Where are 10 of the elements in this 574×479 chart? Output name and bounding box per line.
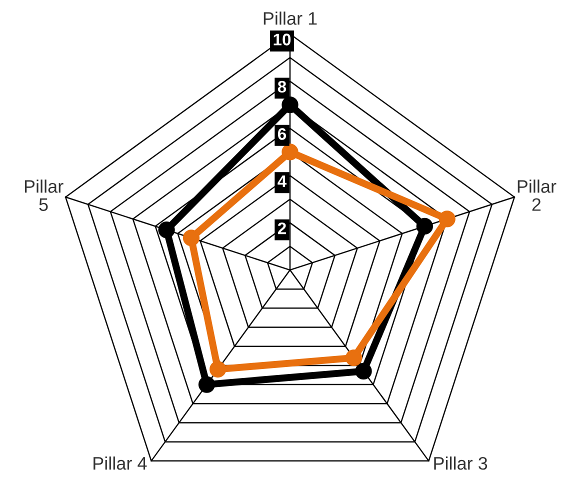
spoke-label: Pillar 5 xyxy=(24,180,64,211)
y-tick-label: 2 xyxy=(278,222,286,234)
spoke-label: Pillar 4 xyxy=(94,456,147,470)
spoke-label: Pillar 3 xyxy=(434,456,488,470)
y-tick-label: 10 xyxy=(274,34,291,46)
spoke-label: Pillar 1 xyxy=(264,12,317,25)
y-tick-label: 8 xyxy=(278,80,286,93)
spoke-label: Pillar 2 xyxy=(518,180,556,211)
y-tick-label: 6 xyxy=(278,128,286,140)
y-tick-label: 4 xyxy=(278,175,287,187)
